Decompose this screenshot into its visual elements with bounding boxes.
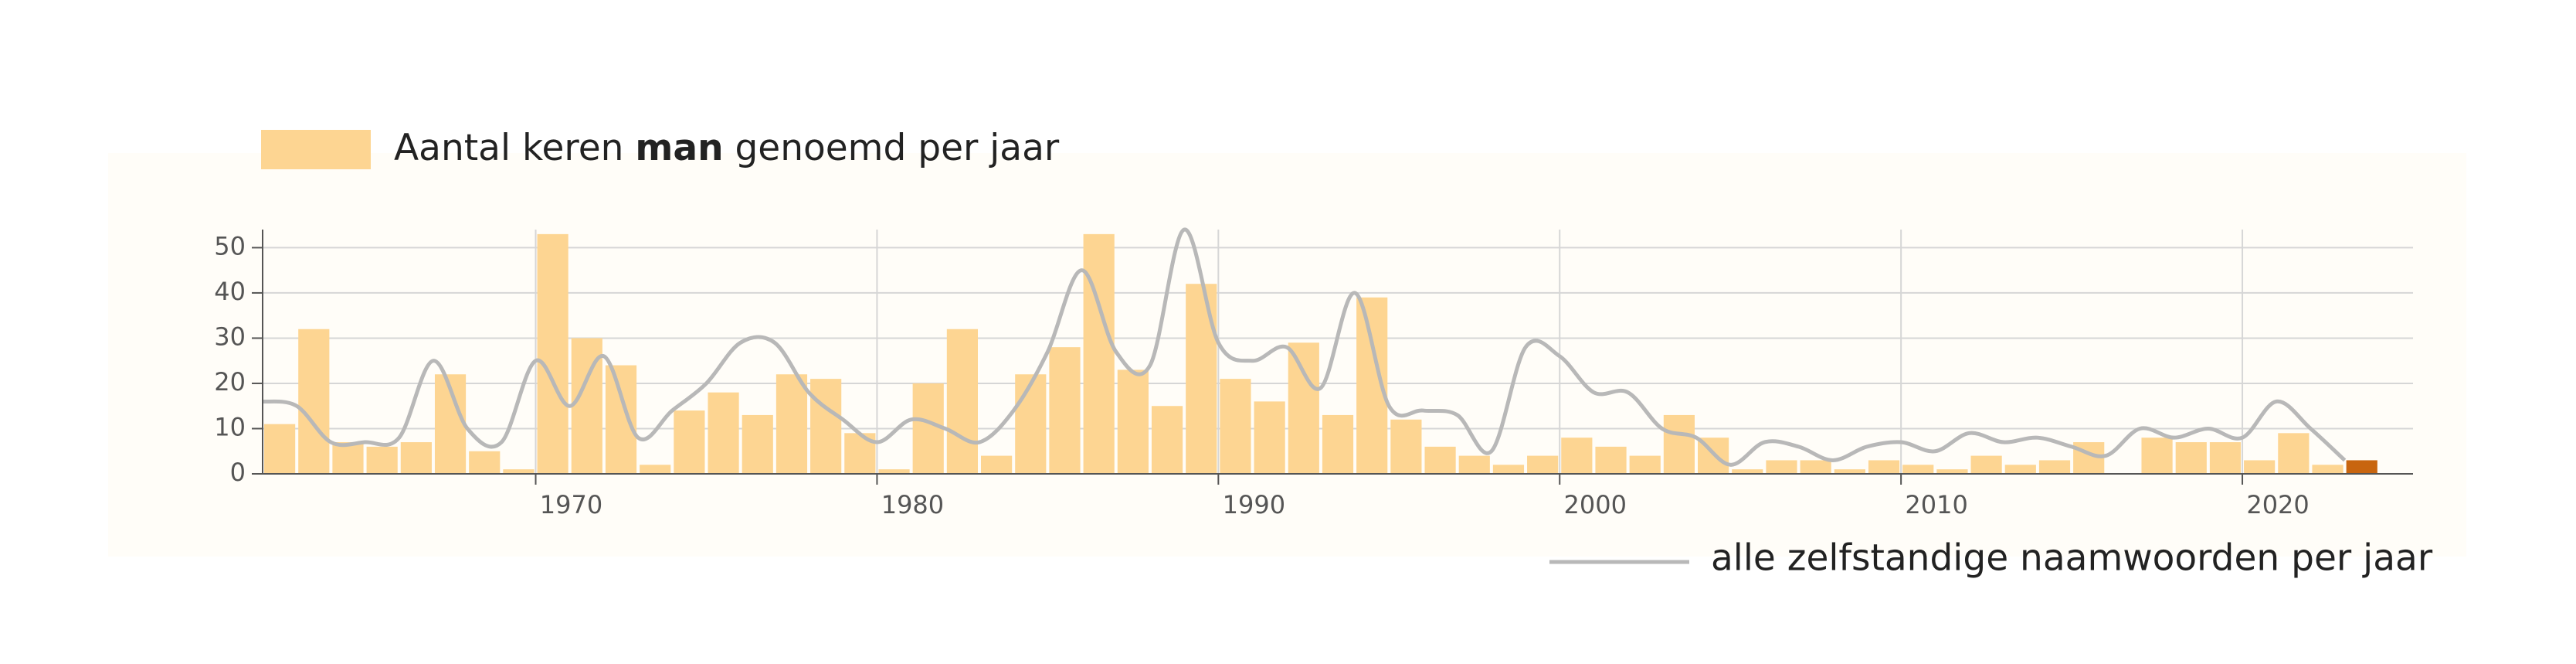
bar	[1834, 469, 1865, 474]
bar	[1732, 469, 1763, 474]
bar	[605, 365, 637, 474]
bar	[1151, 406, 1183, 474]
bar	[1800, 460, 1831, 474]
bar	[1663, 414, 1695, 474]
bar	[2141, 438, 2173, 474]
bar	[2038, 460, 2071, 474]
bar	[742, 414, 773, 474]
y-tick-label: 40	[214, 277, 246, 306]
bar	[2278, 433, 2310, 474]
legend-swatch	[261, 130, 371, 169]
y-tick-label: 50	[214, 231, 246, 260]
bar	[912, 383, 944, 474]
y-tick-label: 30	[214, 322, 246, 351]
bar	[2175, 442, 2207, 474]
bar	[2244, 460, 2276, 474]
bar	[1868, 460, 1900, 474]
bar	[708, 392, 739, 474]
bar	[332, 442, 364, 474]
bar	[810, 379, 842, 474]
bar	[2312, 465, 2344, 474]
bar	[1629, 455, 1661, 474]
x-tick-label: 2010	[1905, 490, 1967, 519]
bar	[1015, 374, 1047, 474]
bar	[1049, 347, 1081, 474]
bar	[1390, 419, 1422, 474]
bar	[674, 410, 705, 474]
y-tick-label: 20	[214, 367, 246, 397]
bar	[264, 424, 296, 474]
bar	[366, 446, 398, 474]
bar	[1527, 455, 1559, 474]
bar	[1766, 460, 1797, 474]
bar	[776, 374, 808, 474]
bar	[1083, 233, 1115, 474]
bar	[400, 442, 432, 474]
bar	[1492, 465, 1525, 474]
bar	[878, 469, 910, 474]
x-tick-label: 1990	[1223, 490, 1285, 519]
legend-label: alle zelfstandige naamwoorden per jaar	[1711, 537, 2433, 580]
bar	[1595, 446, 1627, 474]
bar	[1424, 446, 1456, 474]
y-tick-label: 0	[230, 458, 246, 487]
bar	[946, 329, 978, 474]
plot-background	[108, 153, 2466, 557]
bar	[981, 455, 1013, 474]
bar	[2004, 465, 2036, 474]
x-tick-label: 1970	[540, 490, 602, 519]
bar	[1322, 414, 1354, 474]
bar	[1458, 455, 1490, 474]
bar	[1220, 379, 1251, 474]
bar	[1936, 469, 1968, 474]
x-tick-label: 2000	[1564, 490, 1627, 519]
bar	[2346, 460, 2377, 474]
bar	[1254, 401, 1285, 474]
line	[262, 227, 2347, 467]
bar	[469, 451, 501, 474]
x-tick-label: 1980	[881, 490, 944, 519]
y-tick-label: 10	[214, 412, 246, 441]
bar	[1186, 284, 1217, 474]
bar	[537, 233, 568, 474]
bar	[1902, 465, 1934, 474]
bar	[298, 329, 330, 474]
bar	[2209, 442, 2242, 474]
bar	[1117, 369, 1149, 474]
legend-label: Aantal keren man genoemd per jaar	[394, 127, 1060, 169]
x-tick-label: 2020	[2246, 490, 2309, 519]
bar	[1561, 438, 1593, 474]
bar	[503, 469, 535, 474]
bar	[1970, 455, 2002, 474]
bar	[1288, 342, 1319, 474]
bar	[640, 465, 671, 474]
